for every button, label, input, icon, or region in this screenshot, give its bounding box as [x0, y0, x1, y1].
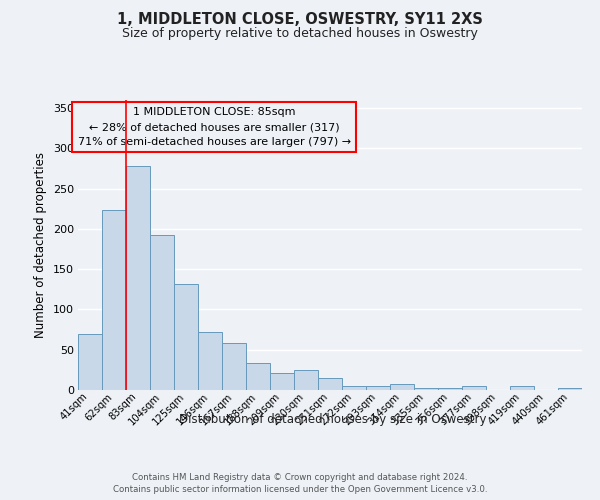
Bar: [246, 362, 270, 390]
Bar: [174, 284, 198, 390]
Text: Contains public sector information licensed under the Open Government Licence v3: Contains public sector information licen…: [113, 485, 487, 494]
Bar: [270, 373, 294, 390]
Text: Size of property relative to detached houses in Oswestry: Size of property relative to detached ho…: [122, 28, 478, 40]
Text: 1, MIDDLETON CLOSE, OSWESTRY, SY11 2XS: 1, MIDDLETON CLOSE, OSWESTRY, SY11 2XS: [117, 12, 483, 28]
Bar: [198, 332, 222, 390]
Bar: [510, 386, 534, 390]
Bar: [342, 386, 366, 390]
Bar: [414, 388, 438, 390]
Bar: [126, 166, 150, 390]
Bar: [558, 388, 582, 390]
Text: Distribution of detached houses by size in Oswestry: Distribution of detached houses by size …: [179, 412, 487, 426]
Text: 1 MIDDLETON CLOSE: 85sqm
← 28% of detached houses are smaller (317)
71% of semi-: 1 MIDDLETON CLOSE: 85sqm ← 28% of detach…: [77, 108, 350, 147]
Y-axis label: Number of detached properties: Number of detached properties: [34, 152, 47, 338]
Bar: [294, 370, 318, 390]
Bar: [78, 334, 102, 390]
Bar: [150, 234, 174, 390]
Bar: [222, 344, 246, 390]
Bar: [318, 378, 342, 390]
Text: Contains HM Land Registry data © Crown copyright and database right 2024.: Contains HM Land Registry data © Crown c…: [132, 472, 468, 482]
Bar: [462, 386, 486, 390]
Bar: [366, 386, 390, 390]
Bar: [438, 388, 462, 390]
Bar: [390, 384, 414, 390]
Bar: [102, 210, 126, 390]
